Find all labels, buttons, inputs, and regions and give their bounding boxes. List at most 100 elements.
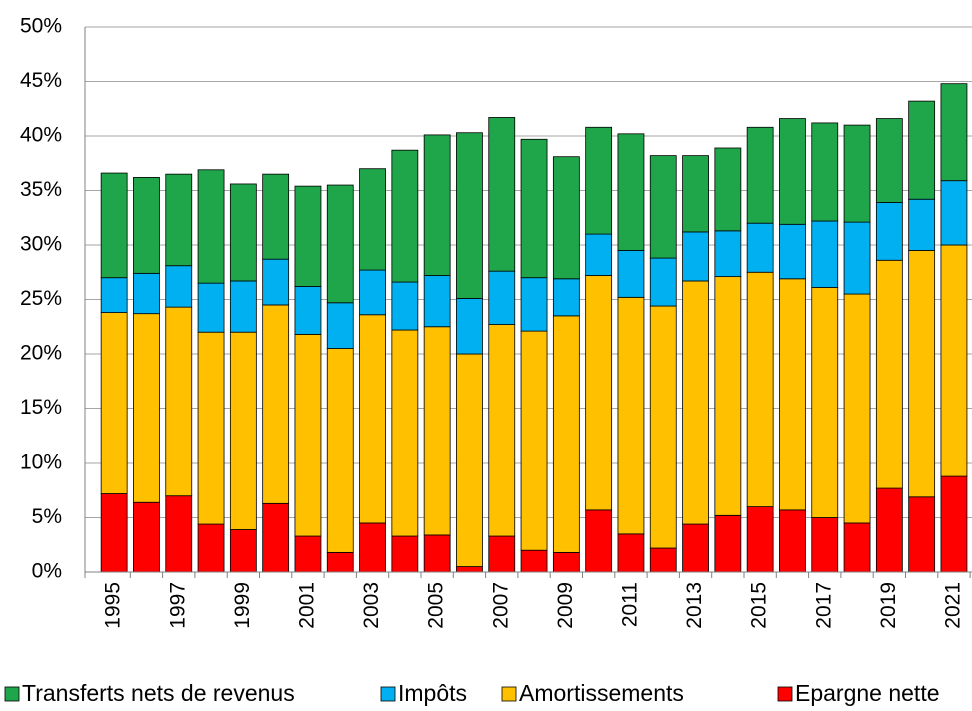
- bar-segment: [875, 259, 903, 489]
- bar-segment: [229, 529, 257, 573]
- bar-segment: [391, 281, 419, 331]
- bar-segment: [875, 487, 903, 573]
- bar-segment: [714, 147, 742, 232]
- bar-segment: [326, 348, 354, 553]
- bar-segment: [552, 551, 580, 573]
- bar-segment: [133, 177, 160, 274]
- bar-segment: [262, 502, 290, 573]
- bar-segment: [488, 117, 516, 272]
- bar-segment: [520, 138, 548, 279]
- bar-segment: [714, 230, 742, 278]
- bar-segment: [391, 149, 419, 283]
- bar-segment: [843, 124, 871, 223]
- bar-segment: [649, 155, 677, 259]
- bar-segment: [585, 275, 613, 511]
- bar-segment: [617, 533, 645, 573]
- x-tick-label: 2007: [489, 582, 512, 629]
- x-tick-label: 2005: [425, 582, 448, 629]
- bar-segment: [682, 231, 709, 282]
- y-tick-label: 0%: [32, 560, 62, 583]
- bar-segment: [617, 296, 645, 535]
- y-tick-label: 50%: [20, 15, 62, 38]
- y-tick-label: 25%: [20, 287, 62, 310]
- bar-segment: [488, 270, 516, 325]
- bar-segment: [779, 118, 806, 225]
- bar-segment: [197, 282, 225, 333]
- bar-segment: [649, 547, 677, 573]
- x-tick-label: 2015: [748, 582, 771, 629]
- legend-label: Transferts nets de revenus: [22, 680, 295, 706]
- bar-segment: [940, 475, 968, 573]
- bar-segment: [100, 312, 128, 494]
- bar-segment: [908, 198, 936, 251]
- bar-segment: [908, 496, 936, 573]
- bar-segment: [423, 134, 451, 276]
- legend-swatch: [380, 686, 396, 702]
- y-tick-label: 35%: [20, 178, 62, 201]
- bar-segment: [133, 272, 160, 315]
- y-tick-label: 10%: [20, 451, 62, 474]
- bar-segment: [197, 523, 225, 573]
- bar-segment: [359, 522, 386, 573]
- bar-segment: [165, 495, 193, 573]
- bar-segment: [811, 517, 839, 573]
- x-tick-label: 2021: [941, 582, 964, 629]
- bar-segment: [617, 133, 645, 251]
- bar-segment: [746, 271, 774, 508]
- bar-segment: [197, 331, 225, 525]
- bar-segment: [391, 535, 419, 573]
- x-tick-label: 1999: [231, 582, 254, 629]
- bar-segment: [326, 551, 354, 573]
- bar-segment: [359, 269, 386, 316]
- x-tick-label: 2009: [554, 582, 577, 629]
- y-tick-label: 40%: [20, 124, 62, 147]
- legend-swatch: [777, 686, 793, 702]
- bar-segment: [940, 180, 968, 246]
- bar-segment: [585, 233, 613, 276]
- bar-segment: [875, 118, 903, 203]
- bar-segment: [714, 514, 742, 573]
- bar-segment: [456, 566, 483, 573]
- bar-segment: [520, 330, 548, 551]
- bar-segment: [520, 549, 548, 573]
- bar-segment: [197, 169, 225, 284]
- bar-segment: [682, 523, 709, 573]
- bar-segment: [843, 293, 871, 524]
- bar-segment: [100, 493, 128, 573]
- y-tick-label: 20%: [20, 342, 62, 365]
- bar-segment: [811, 220, 839, 288]
- bar-segment: [649, 257, 677, 307]
- bar-segment: [456, 132, 483, 299]
- bar-segment: [262, 173, 290, 260]
- bar-segment: [682, 155, 709, 233]
- bar-segment: [391, 329, 419, 537]
- bar-segment: [552, 156, 580, 280]
- bar-segment: [229, 280, 257, 333]
- bar-segment: [133, 501, 160, 573]
- legend-swatch: [4, 686, 20, 702]
- x-tick-label: 1997: [166, 582, 189, 629]
- x-tick-label: 2017: [812, 582, 835, 629]
- bar-segment: [326, 302, 354, 349]
- bar-segment: [940, 244, 968, 477]
- y-tick-label: 15%: [20, 396, 62, 419]
- bar-segment: [746, 222, 774, 273]
- x-tick-label: 2011: [618, 582, 641, 627]
- bar-segment: [779, 223, 806, 280]
- bar-segment: [294, 535, 322, 573]
- bar-segment: [940, 83, 968, 182]
- bar-segment: [359, 314, 386, 524]
- bar-segment: [682, 280, 709, 525]
- bar-segment: [649, 305, 677, 549]
- bar-segment: [908, 100, 936, 200]
- y-tick-label: 5%: [32, 505, 62, 528]
- bar-segment: [165, 306, 193, 497]
- bar-segment: [488, 324, 516, 537]
- bar-segment: [746, 506, 774, 573]
- bar-segment: [714, 276, 742, 516]
- bar-segment: [585, 126, 613, 235]
- bar-segment: [294, 286, 322, 335]
- bar-segment: [359, 168, 386, 271]
